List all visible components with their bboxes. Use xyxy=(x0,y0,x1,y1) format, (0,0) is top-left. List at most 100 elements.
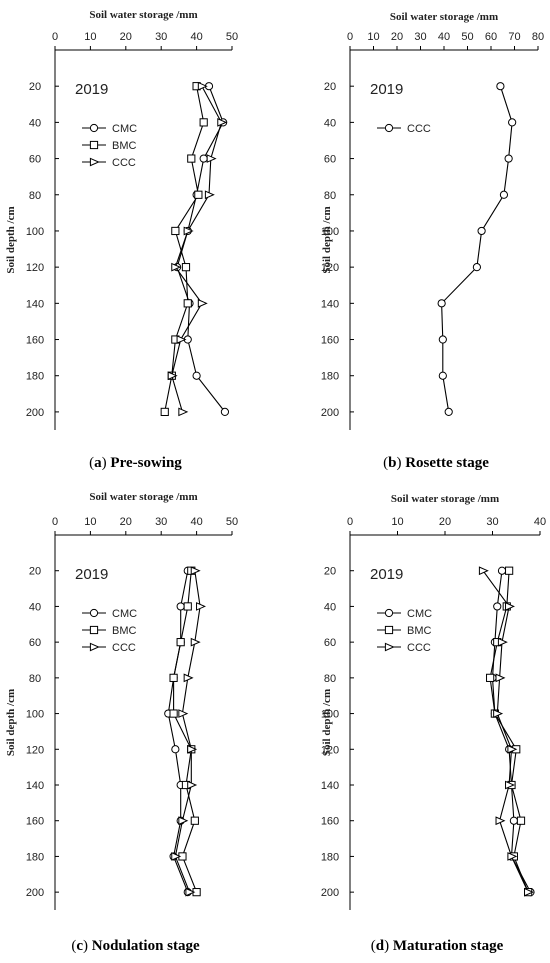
x-tick-label: 40 xyxy=(534,516,546,528)
square-marker xyxy=(183,602,192,611)
year-label: 2019 xyxy=(75,81,108,98)
circle-marker xyxy=(472,263,481,272)
x-tick-label: 40 xyxy=(438,31,450,43)
x-tick-label: 20 xyxy=(439,516,451,528)
series-cmc xyxy=(488,566,535,897)
y-tick-label: 140 xyxy=(321,298,339,310)
triangle-marker xyxy=(505,602,515,611)
triangle-marker xyxy=(493,709,504,718)
caption-letter: a xyxy=(94,455,102,471)
y-tick-label: 40 xyxy=(29,601,41,613)
triangle-marker xyxy=(204,190,215,200)
legend-label: CCC xyxy=(112,642,136,654)
legend-square-marker xyxy=(89,625,99,635)
y-tick-label: 180 xyxy=(321,371,339,383)
year-label: 2019 xyxy=(370,81,403,98)
y-tick-label: 20 xyxy=(29,566,41,578)
y-tick-label: 160 xyxy=(26,816,44,828)
caption-close-paren: ) xyxy=(384,938,393,954)
circle-marker xyxy=(496,82,505,91)
y-tick-label: 180 xyxy=(26,851,44,863)
x-tick-label: 20 xyxy=(391,31,403,43)
y-tick-label: 120 xyxy=(26,744,44,756)
y-tick-label: 60 xyxy=(324,637,336,649)
circle-marker xyxy=(192,371,201,380)
y-tick-label: 20 xyxy=(324,566,336,578)
series-ccc xyxy=(478,566,534,897)
triangle-marker xyxy=(217,118,228,127)
y-tick-label: 200 xyxy=(321,887,339,899)
circle-marker xyxy=(171,745,180,754)
triangle-marker xyxy=(187,780,198,790)
legend-item-cmc: CMC xyxy=(82,123,137,135)
triangle-marker xyxy=(197,81,208,91)
square-marker xyxy=(176,638,185,647)
x-tick-label: 40 xyxy=(190,31,202,43)
legend-triangle-marker xyxy=(89,157,100,167)
panel-d: Soil water storage /mm 0 10 20 30 40 20 40 60 80 1… xyxy=(321,493,546,954)
legend-label: BMC xyxy=(112,140,137,152)
y-tick-label: 200 xyxy=(321,407,339,419)
y-tick-label: 140 xyxy=(321,780,339,792)
series-ccc xyxy=(437,82,517,417)
x-tick-label: 30 xyxy=(414,31,426,43)
triangle-marker xyxy=(196,602,206,611)
caption-open-paren: ( xyxy=(383,455,388,471)
triangle-marker xyxy=(497,637,508,647)
y-tick-label: 120 xyxy=(321,744,339,756)
circle-marker xyxy=(504,154,513,163)
legend-label: CMC xyxy=(112,608,137,620)
square-marker xyxy=(516,816,526,825)
square-marker xyxy=(160,407,169,417)
series-ccc xyxy=(171,566,206,897)
legend-label: BMC xyxy=(112,625,137,637)
circle-marker xyxy=(438,335,447,344)
series-line xyxy=(176,85,226,413)
square-marker xyxy=(181,263,191,272)
legend-label: BMC xyxy=(407,625,432,637)
legend-circle-marker xyxy=(384,123,394,133)
y-tick-label: 100 xyxy=(321,709,339,721)
legend-item-bmc: BMC xyxy=(377,625,432,637)
x-tick-label: 40 xyxy=(190,516,202,528)
series-ccc xyxy=(167,81,228,417)
square-marker xyxy=(171,226,180,236)
triangle-marker xyxy=(178,709,189,718)
y-tick-label: 80 xyxy=(324,190,336,202)
caption-text: Nodulation stage xyxy=(92,938,200,954)
legend-square-marker xyxy=(384,625,394,635)
y-tick-label: 100 xyxy=(26,709,44,721)
y-tick-label: 140 xyxy=(26,298,44,310)
triangle-marker xyxy=(171,852,182,861)
circle-marker xyxy=(444,407,453,417)
y-tick-label: 60 xyxy=(29,154,41,166)
legend-label: CCC xyxy=(112,157,136,169)
square-marker xyxy=(169,673,178,682)
x-tick-label: 20 xyxy=(120,516,132,528)
y-tick-label: 200 xyxy=(26,887,44,899)
y-tick-label: 200 xyxy=(26,407,44,419)
circle-marker xyxy=(199,154,208,163)
triangle-marker xyxy=(178,816,189,826)
circle-marker xyxy=(499,190,509,199)
x-tick-label: 30 xyxy=(155,31,167,43)
x-axis-title: Soil water storage /mm xyxy=(89,9,197,21)
y-tick-label: 120 xyxy=(26,262,44,274)
caption-close-paren: ) xyxy=(396,455,405,471)
y-tick-label: 60 xyxy=(324,154,336,166)
y-tick-label: 80 xyxy=(29,673,41,685)
x-tick-label: 50 xyxy=(226,516,238,528)
series-bmc xyxy=(169,566,201,897)
x-tick-label: 30 xyxy=(486,516,498,528)
y-tick-label: 80 xyxy=(324,673,336,685)
x-tick-label: 30 xyxy=(155,516,167,528)
panel-a: Soil water storage /mm 0 10 20 30 40 50 20 40 60 8… xyxy=(5,9,238,471)
caption-letter: c xyxy=(76,938,83,954)
panel-caption: (c) Nodulation stage xyxy=(71,938,200,954)
legend-triangle-marker xyxy=(89,642,100,652)
x-tick-label: 0 xyxy=(347,516,353,528)
y-tick-label: 160 xyxy=(321,816,339,828)
circle-marker xyxy=(437,299,446,308)
caption-letter: b xyxy=(388,455,396,471)
y-tick-label: 20 xyxy=(324,81,336,93)
